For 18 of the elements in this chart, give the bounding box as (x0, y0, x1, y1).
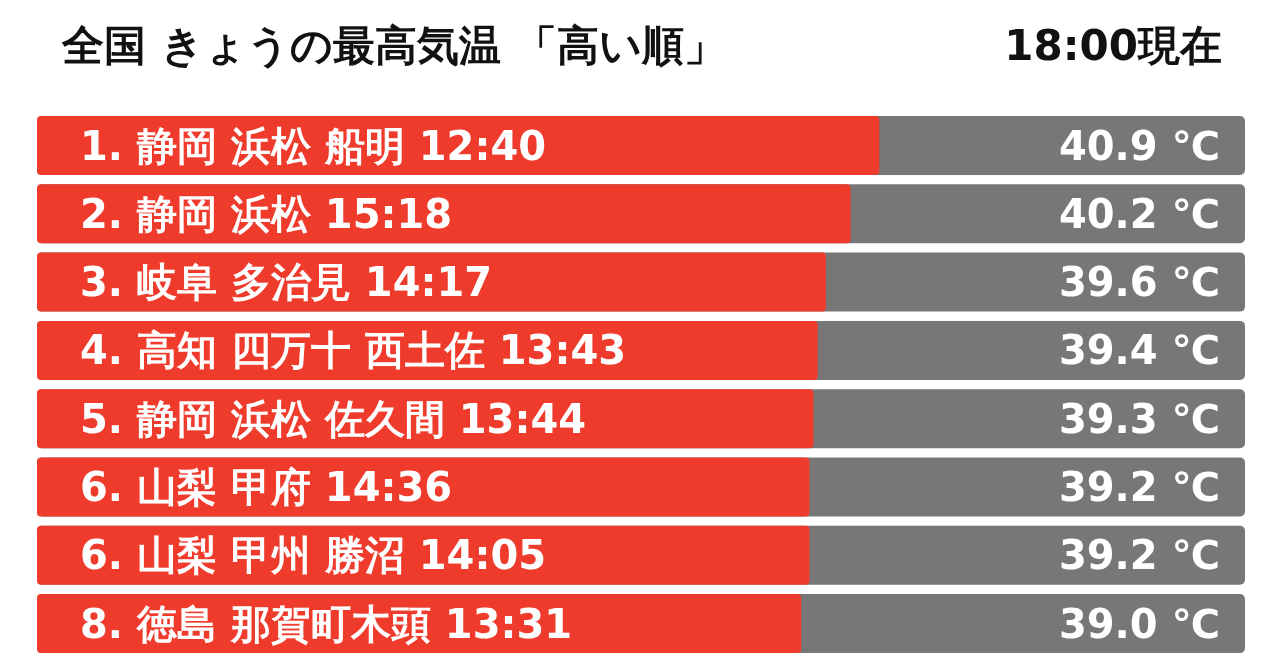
y-tick-label: 5. 静岡 浜松 佐久間 13:44 (80, 395, 587, 442)
data-label: 39.0 ℃ (1058, 600, 1220, 647)
data-label: 39.6 ℃ (1058, 259, 1220, 306)
y-tick-label: 3. 岐阜 多治見 14:17 (80, 259, 493, 306)
y-tick-label: 1. 静岡 浜松 船明 12:40 (80, 122, 547, 169)
y-tick-label: 6. 山梨 甲府 14:36 (80, 464, 453, 510)
y-tick-label: 4. 高知 四万十 西土佐 13:43 (80, 327, 627, 374)
chart-title: 全国 きょうの最高気温 「高い順」 (61, 21, 727, 70)
y-tick-label: 8. 徳島 那賀町木頭 13:31 (80, 600, 573, 647)
data-label: 40.2 ℃ (1058, 190, 1220, 237)
y-tick-label: 6. 山梨 甲州 勝沼 14:05 (80, 532, 547, 579)
data-label: 39.3 ℃ (1058, 395, 1220, 442)
chart-subtitle: 18:00現在 (1004, 21, 1222, 70)
y-tick-label: 2. 静岡 浜松 15:18 (80, 190, 453, 237)
data-label: 39.2 ℃ (1058, 464, 1220, 510)
data-label: 40.9 ℃ (1058, 122, 1220, 169)
data-label: 39.2 ℃ (1058, 532, 1220, 579)
data-label: 39.4 ℃ (1058, 327, 1220, 374)
